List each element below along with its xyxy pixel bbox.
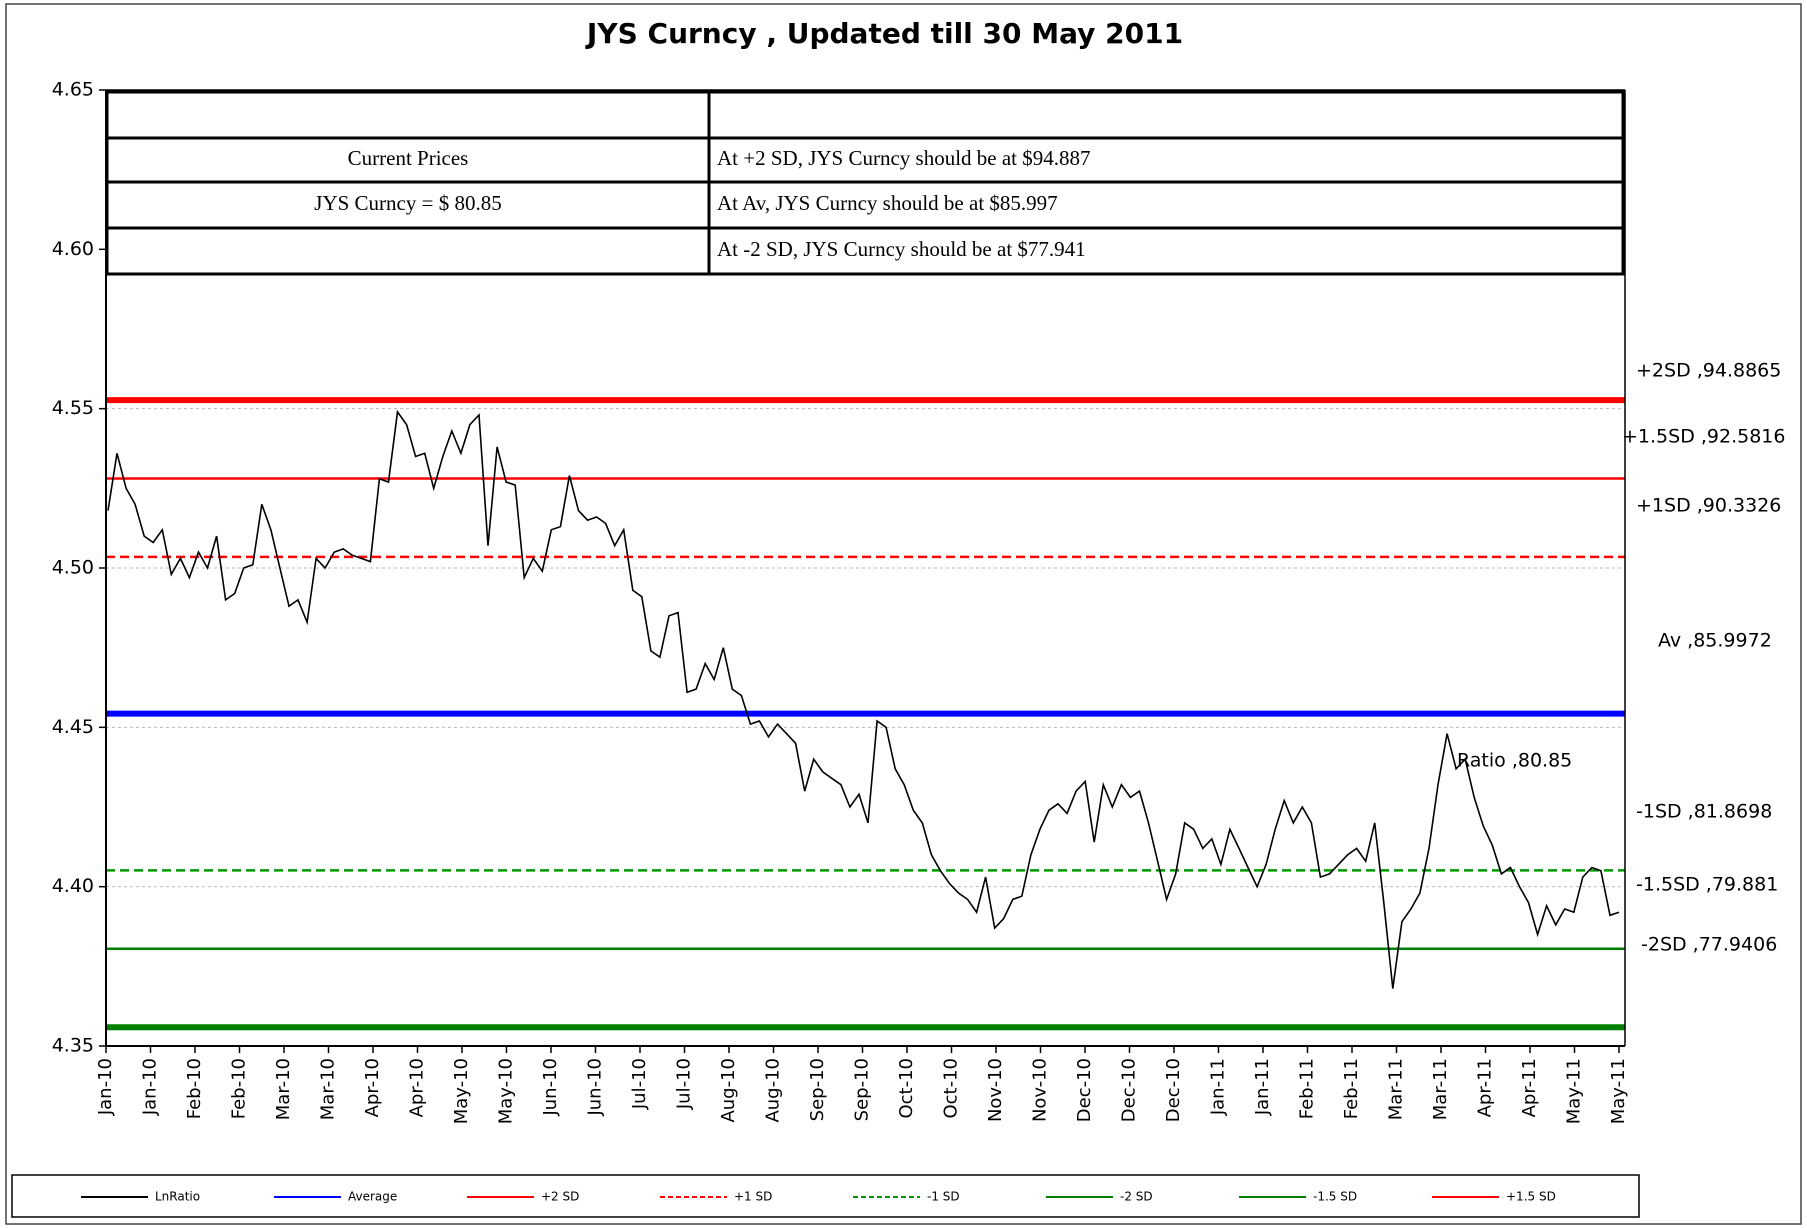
annotation: +1.5SD ,92.5816 [1622,426,1785,448]
x-tick-label: Jan-10 [140,1058,161,1116]
x-tick-label: May-10 [451,1058,472,1124]
table-cell: At -2 SD, JYS Curncy should be at $77.94… [717,237,1086,261]
x-tick-label: Apr-10 [362,1058,383,1117]
x-tick-label: Nov-10 [985,1058,1006,1122]
annotation: Ratio ,80.85 [1457,750,1572,772]
x-tick-label: Dec-10 [1074,1058,1095,1122]
chart-title: JYS Curncy , Updated till 30 May 2011 [585,17,1183,50]
x-tick-label: Feb-10 [184,1058,205,1119]
x-tick-label: Feb-11 [1297,1058,1318,1119]
x-tick-label: Dec-10 [1119,1058,1140,1122]
table-cell: JYS Curncy = $ 80.85 [314,191,501,215]
legend-label: -2 SD [1120,1190,1153,1204]
table-cell: At Av, JYS Curncy should be at $85.997 [717,191,1058,215]
x-tick-label: Apr-11 [1519,1058,1540,1117]
x-tick-label: Jan-11 [1252,1058,1273,1116]
x-tick-label: Sep-10 [807,1058,828,1121]
x-tick-label: Nov-10 [1030,1058,1051,1122]
x-tick-label: Mar-11 [1430,1058,1451,1120]
x-tick-label: Mar-11 [1386,1058,1407,1120]
annotation: +2SD ,94.8865 [1636,360,1781,382]
y-tick-label: 4.35 [52,1035,94,1057]
x-tick-label: Jan-11 [1208,1058,1229,1116]
legend-label: -1.5 SD [1313,1190,1357,1204]
x-tick-label: Mar-10 [273,1058,294,1120]
annotation: Av ,85.9972 [1658,630,1772,652]
annotation: +1SD ,90.3326 [1636,495,1781,517]
x-tick-label: Mar-10 [318,1058,339,1120]
x-tick-label: Apr-11 [1475,1058,1496,1117]
legend-label: +1 SD [734,1190,772,1204]
table-cell: Current Prices [348,146,469,170]
x-tick-label: Jun-10 [540,1058,561,1117]
legend-label: +1.5 SD [1506,1190,1556,1204]
x-tick-label: Dec-10 [1163,1058,1184,1122]
annotation: -1SD ,81.8698 [1636,801,1772,823]
table-cell: At +2 SD, JYS Curncy should be at $94.88… [717,146,1091,170]
x-tick-label: May-11 [1564,1058,1585,1124]
data-line [107,409,1620,989]
x-tick-label: May-10 [496,1058,517,1124]
legend-label: Average [348,1190,397,1204]
x-tick-label: Jul-10 [674,1058,695,1110]
legend-label: +2 SD [541,1190,579,1204]
x-tick-label: Jan-10 [95,1058,116,1116]
legend-box [11,1174,1640,1218]
x-tick-label: May-11 [1608,1058,1629,1124]
y-tick-label: 4.55 [52,397,94,419]
y-tick-label: 4.45 [52,716,94,738]
x-tick-label: Aug-10 [763,1058,784,1123]
x-tick-label: Jun-10 [585,1058,606,1117]
x-tick-label: Feb-11 [1341,1058,1362,1119]
x-tick-label: Oct-10 [896,1058,917,1119]
y-tick-label: 4.60 [52,238,94,260]
annotation: -2SD ,77.9406 [1641,934,1777,956]
legend-label: LnRatio [155,1190,200,1204]
x-tick-label: Oct-10 [941,1058,962,1119]
x-tick-label: Apr-10 [407,1058,428,1117]
x-tick-label: Feb-10 [229,1058,250,1119]
y-tick-label: 4.40 [52,875,94,897]
y-tick-label: 4.65 [52,79,94,101]
x-tick-label: Aug-10 [718,1058,739,1123]
legend-label: -1 SD [927,1190,960,1204]
annotation: -1.5SD ,79.881 [1636,874,1778,896]
x-tick-label: Jul-10 [629,1058,650,1110]
y-tick-label: 4.50 [52,557,94,579]
x-tick-label: Sep-10 [852,1058,873,1121]
